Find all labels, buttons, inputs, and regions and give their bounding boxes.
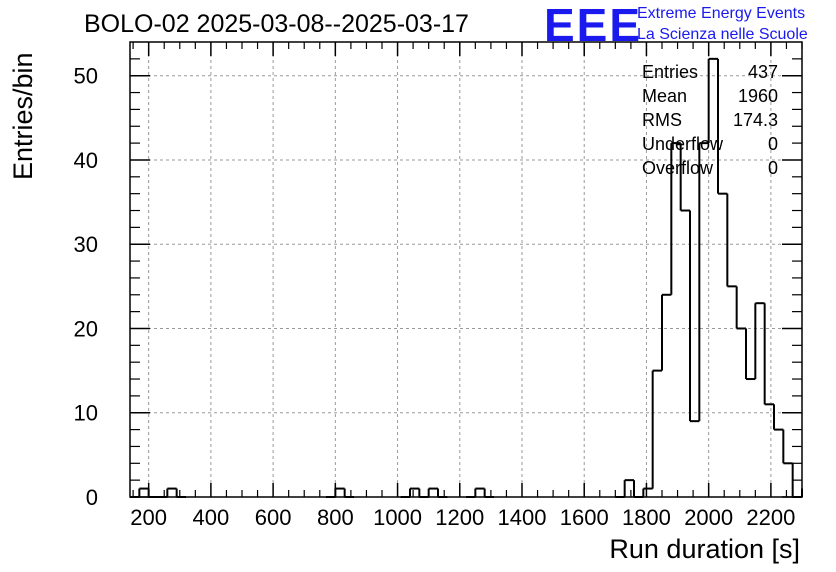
x-tick-label: 1200 — [435, 505, 484, 530]
stats-label: RMS — [642, 110, 682, 130]
x-tick-label: 2200 — [746, 505, 795, 530]
logo-caption: Extreme Energy Events La Scienza nelle S… — [637, 3, 808, 45]
stats-value: 0 — [767, 158, 778, 178]
stats-label: Entries — [642, 62, 699, 82]
x-tick-label: 1800 — [622, 505, 671, 530]
chart-title: BOLO-02 2025-03-08--2025-03-17 — [84, 10, 469, 38]
y-tick-label: 0 — [86, 485, 98, 510]
x-tick-label: 200 — [130, 505, 167, 530]
y-tick-label: 20 — [74, 316, 98, 341]
eee-logo: EEE — [544, 0, 643, 51]
stats-label: Overflow — [642, 158, 714, 178]
plot-frame — [129, 41, 803, 498]
x-tick-label: 2000 — [684, 505, 733, 530]
stats-label: Underflow — [642, 134, 724, 154]
tick-labels: 200 400 600 800 1000 1200 1400 1600 1800 2000 2200… — [74, 64, 796, 530]
x-tick-label: 400 — [193, 505, 230, 530]
stats-row-overflow: Overflow 0 — [642, 156, 778, 180]
stats-value: 174.3 — [732, 110, 778, 130]
stats-value: 1960 — [737, 86, 778, 106]
x-axis-label: Run duration [s] — [609, 534, 800, 564]
stats-row-mean: Mean 1960 — [642, 84, 778, 108]
stats-value: 0 — [767, 134, 778, 154]
stats-value: 437 — [747, 62, 778, 82]
y-tick-label: 40 — [74, 148, 98, 173]
x-tick-label: 1000 — [373, 505, 422, 530]
x-tick-label: 600 — [255, 505, 292, 530]
stats-box: Entries 437 Mean 1960 RMS 174.3 Underflow 0 … — [642, 60, 778, 180]
stats-row-underflow: Underflow 0 — [642, 132, 778, 156]
stats-row-entries: Entries 437 — [642, 60, 778, 84]
y-tick-label: 30 — [74, 232, 98, 257]
y-tick-label: 10 — [74, 401, 98, 426]
logo-caption-line2: La Scienza nelle Scuole — [637, 26, 808, 43]
y-axis-label: Entries/bin — [8, 52, 38, 180]
axis-ticks — [130, 42, 803, 498]
stats-label: Mean — [642, 86, 688, 106]
logo-caption-line1: Extreme Energy Events — [637, 5, 806, 22]
x-tick-label: 1600 — [560, 505, 609, 530]
x-tick-label: 1400 — [498, 505, 547, 530]
x-tick-label: 800 — [317, 505, 354, 530]
y-tick-label: 50 — [74, 64, 98, 89]
stats-row-rms: RMS 174.3 — [642, 108, 778, 132]
